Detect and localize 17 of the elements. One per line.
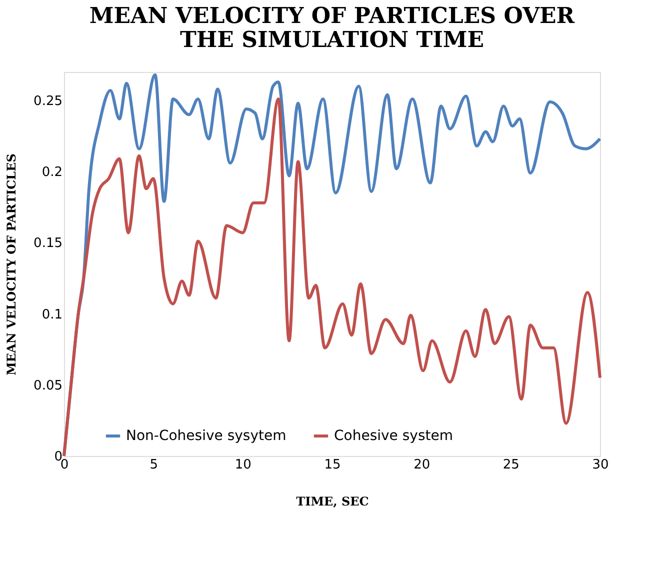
x-tick-label: 25 [502,458,520,472]
y-tick-label: 0.1 [42,307,62,322]
x-axis-title: TIME, SEC [296,494,369,508]
x-tick-label: 10 [234,458,252,472]
x-tick-label: 5 [150,458,158,472]
y-tick-label: 0.2 [42,165,62,180]
text: MEAN VELOCITY OF PARTICLES OVER [89,3,575,29]
y-tick-label: 0.05 [34,378,62,394]
x-tick-label: 20 [414,458,430,472]
x-tick-label: 15 [324,458,341,472]
text: THE SIMULATION TIME [180,27,484,53]
y-axis-title: MEAN VELOCITY OF PARTICLES [4,154,19,376]
legend-label: Cohesive system [334,428,453,444]
legend-label: Non-Cohesive sysytem [126,428,286,444]
x-tick-label: 30 [592,458,609,472]
y-tick-label: 0.25 [34,94,62,109]
y-tick-label: 0.15 [34,236,62,252]
